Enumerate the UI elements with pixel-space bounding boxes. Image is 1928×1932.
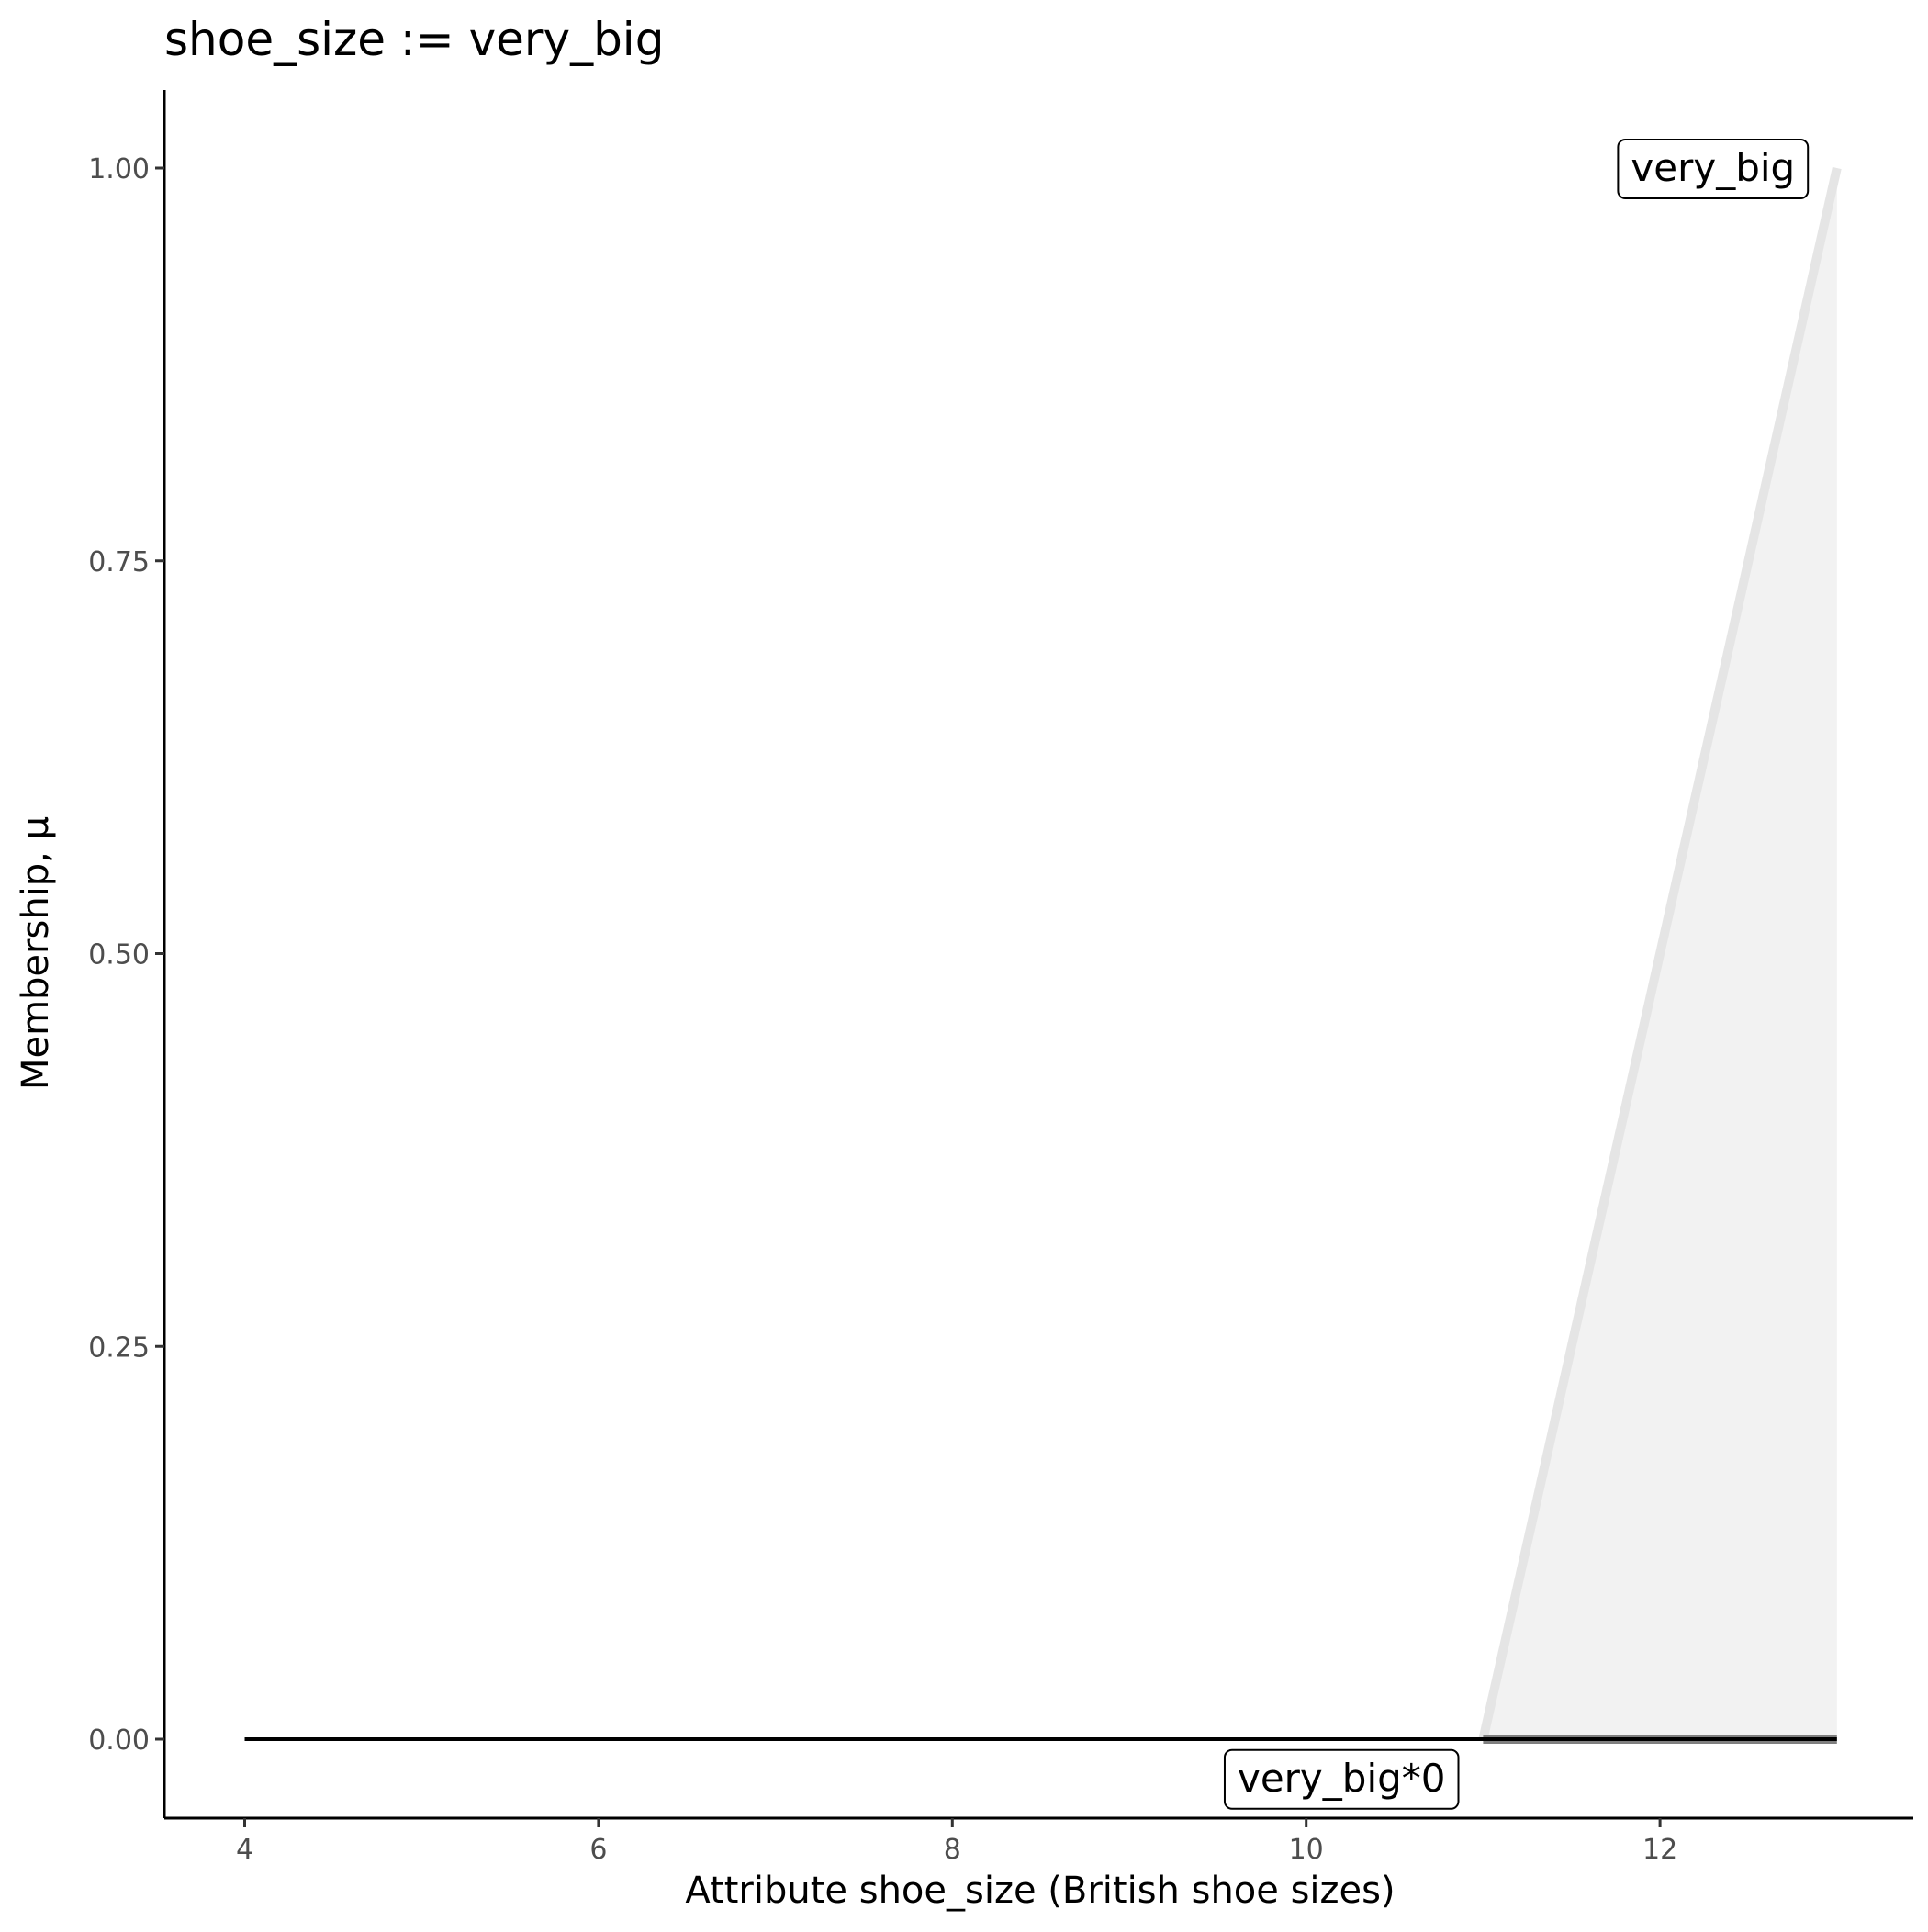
annotation-box xyxy=(1223,1748,1460,1810)
annotation-text: very_big*0 xyxy=(1238,1756,1446,1801)
y-tick-label: 1.00 xyxy=(88,153,150,185)
axes: 4 6 8 10 12 0.00 0.25 0.50 0.75 1.00 xyxy=(88,90,1913,1866)
annotation-box xyxy=(1617,139,1810,199)
x-tick-label: 6 xyxy=(589,1834,607,1866)
x-tick-label: 10 xyxy=(1289,1834,1324,1866)
y-tick-label: 0.00 xyxy=(88,1724,150,1757)
x-axis-title: Attribute shoe_size (British shoe sizes) xyxy=(685,1870,1395,1912)
y-tick-label: 0.50 xyxy=(88,939,150,972)
x-tick-label: 8 xyxy=(944,1834,961,1866)
y-axis-title: Membership, μ xyxy=(15,816,57,1090)
chart-title: shoe_size := very_big xyxy=(164,13,664,66)
annotation-label: very_big*0 xyxy=(1223,1748,1460,1810)
very-big-line xyxy=(1478,166,1842,1741)
annotation-text: very_big xyxy=(1631,145,1795,190)
x-tick-label: 4 xyxy=(236,1834,253,1866)
y-tick-label: 0.25 xyxy=(88,1331,150,1364)
y-tick-label: 0.75 xyxy=(88,546,150,578)
annotation-label: very_big xyxy=(1617,139,1810,199)
plot-area: very_big very_big*0 xyxy=(244,139,1842,1810)
x-tick-label: 12 xyxy=(1642,1834,1677,1866)
